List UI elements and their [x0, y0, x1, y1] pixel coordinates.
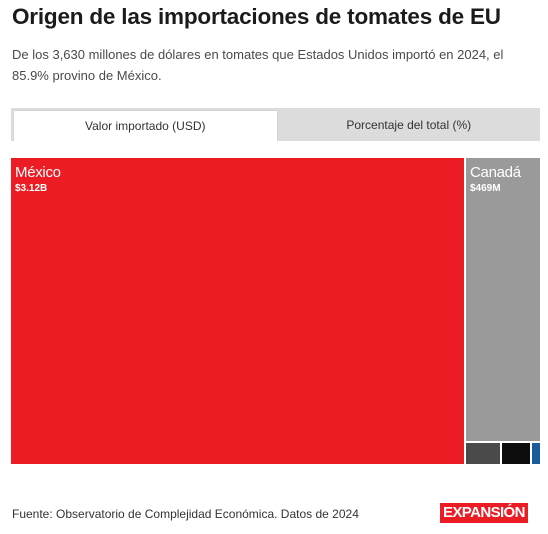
- treemap-cell-mexico[interactable]: [11, 158, 464, 464]
- treemap-svg: México $3.12B Canadá $469M: [11, 158, 540, 464]
- tab-valor-importado[interactable]: Valor importado (USD): [13, 110, 278, 141]
- source-note: Fuente: Observatorio de Complejidad Econ…: [12, 507, 359, 521]
- chart-subtitle: De los 3,630 millones de dólares en toma…: [12, 47, 504, 83]
- expansion-logo: EXPANSIÓN: [440, 503, 528, 523]
- treemap-label-mexico: México: [15, 164, 61, 181]
- treemap-cell-other-4[interactable]: [532, 443, 540, 464]
- chart-title: Origen de las importaciones de tomates d…: [12, 4, 501, 29]
- treemap-cell-other-3[interactable]: [502, 443, 530, 464]
- tab-porcentaje-total[interactable]: Porcentaje del total (%): [346, 117, 472, 132]
- treemap-label-canada: Canadá: [470, 164, 522, 181]
- treemap-cell-other-2[interactable]: [466, 443, 500, 464]
- treemap-cell-canada[interactable]: [466, 158, 540, 441]
- treemap-value-mexico: $3.12B: [15, 183, 47, 194]
- treemap-chart: México $3.12B Canadá $469M: [11, 158, 540, 464]
- treemap-value-canada: $469M: [470, 183, 501, 194]
- view-tabs: Valor importado (USD) Porcentaje del tot…: [11, 108, 540, 141]
